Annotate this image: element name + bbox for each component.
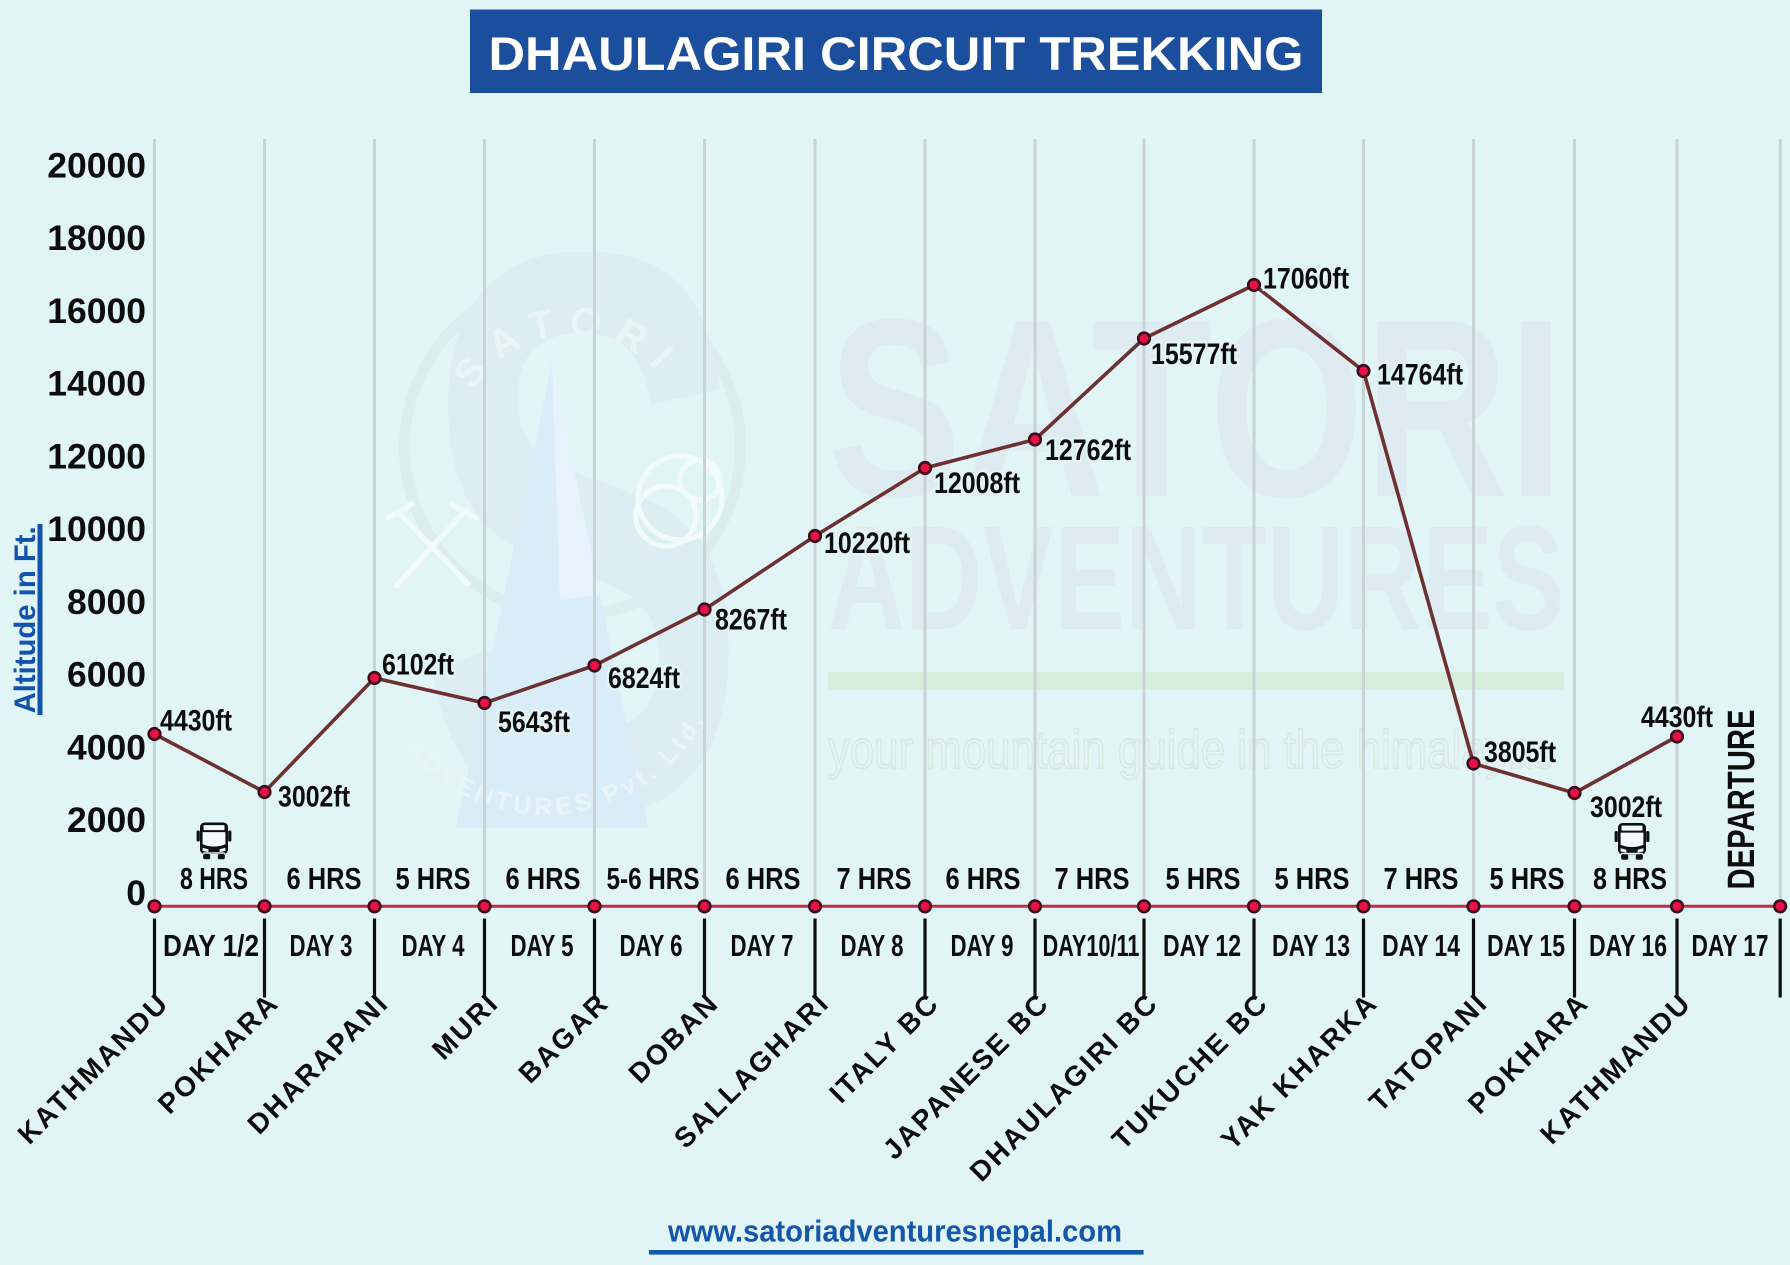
svg-text:DAY 5: DAY 5 (511, 928, 574, 963)
svg-text:Altitude in Ft.: Altitude in Ft. (9, 526, 42, 713)
svg-text:6 HRS: 6 HRS (946, 861, 1021, 896)
svg-text:ADVENTURES: ADVENTURES (828, 496, 1564, 661)
svg-text:DAY 7: DAY 7 (731, 928, 794, 963)
svg-text:5-6 HRS: 5-6 HRS (607, 861, 700, 896)
svg-text:DAY 6: DAY 6 (620, 928, 683, 963)
svg-text:6102ft: 6102ft (382, 649, 454, 682)
svg-text:6 HRS: 6 HRS (726, 861, 801, 896)
svg-text:8 HRS: 8 HRS (1593, 861, 1667, 896)
svg-text:DAY 16: DAY 16 (1589, 928, 1667, 963)
svg-text:DAY 12: DAY 12 (1163, 928, 1241, 963)
svg-text:6 HRS: 6 HRS (287, 861, 362, 896)
svg-text:8267ft: 8267ft (715, 604, 787, 637)
svg-text:DEPARTURE: DEPARTURE (1721, 710, 1763, 890)
svg-text:18000: 18000 (47, 218, 146, 258)
svg-text:2000: 2000 (67, 800, 146, 840)
svg-text:DAY 14: DAY 14 (1382, 928, 1461, 963)
svg-text:17060ft: 17060ft (1263, 263, 1349, 296)
svg-text:DHAULAGIRI CIRCUIT TREKKING: DHAULAGIRI CIRCUIT TREKKING (489, 27, 1304, 80)
svg-text:8000: 8000 (67, 582, 146, 622)
svg-text:20000: 20000 (47, 145, 146, 185)
svg-text:DAY 1/2: DAY 1/2 (163, 928, 259, 963)
svg-text:15577ft: 15577ft (1151, 338, 1237, 371)
svg-text:DAY 13: DAY 13 (1272, 928, 1350, 963)
svg-text:6824ft: 6824ft (608, 662, 680, 695)
svg-text:3002ft: 3002ft (1590, 791, 1662, 824)
svg-text:DAY 15: DAY 15 (1487, 928, 1565, 963)
svg-text:4430ft: 4430ft (160, 705, 232, 738)
svg-text:5 HRS: 5 HRS (1490, 861, 1565, 896)
svg-text:3805ft: 3805ft (1484, 736, 1556, 769)
svg-text:DAY 3: DAY 3 (290, 928, 353, 963)
svg-text:DAY 8: DAY 8 (841, 928, 904, 963)
svg-text:7 HRS: 7 HRS (837, 861, 912, 896)
svg-text:DAY10/11: DAY10/11 (1043, 928, 1140, 963)
svg-text:3002ft: 3002ft (278, 781, 350, 814)
svg-text:7 HRS: 7 HRS (1384, 861, 1459, 896)
svg-text:5 HRS: 5 HRS (1166, 861, 1241, 896)
svg-text:DAY 17: DAY 17 (1692, 928, 1769, 963)
svg-text:DAY 4: DAY 4 (402, 928, 466, 963)
svg-text:12762ft: 12762ft (1045, 434, 1131, 467)
svg-text:your mountain guide in the him: your mountain guide in the himalayas (828, 720, 1554, 780)
svg-text:5 HRS: 5 HRS (1275, 861, 1350, 896)
svg-text:6 HRS: 6 HRS (506, 861, 581, 896)
svg-text:5 HRS: 5 HRS (396, 861, 471, 896)
svg-text:6000: 6000 (67, 655, 146, 695)
svg-text:www.satoriadventuresnepal.com: www.satoriadventuresnepal.com (667, 1214, 1122, 1249)
svg-text:12000: 12000 (47, 436, 146, 476)
svg-text:5643ft: 5643ft (498, 706, 570, 739)
svg-text:10000: 10000 (47, 509, 146, 549)
svg-text:7 HRS: 7 HRS (1055, 861, 1130, 896)
svg-text:DAY 9: DAY 9 (951, 928, 1014, 963)
svg-text:10220ft: 10220ft (824, 527, 910, 560)
svg-text:0: 0 (126, 873, 146, 913)
svg-text:4430ft: 4430ft (1641, 701, 1713, 734)
svg-text:14000: 14000 (47, 364, 146, 404)
svg-text:16000: 16000 (47, 291, 146, 331)
svg-text:14764ft: 14764ft (1377, 359, 1463, 392)
svg-text:12008ft: 12008ft (934, 467, 1020, 500)
svg-text:8 HRS: 8 HRS (180, 861, 248, 896)
svg-text:4000: 4000 (67, 727, 146, 767)
